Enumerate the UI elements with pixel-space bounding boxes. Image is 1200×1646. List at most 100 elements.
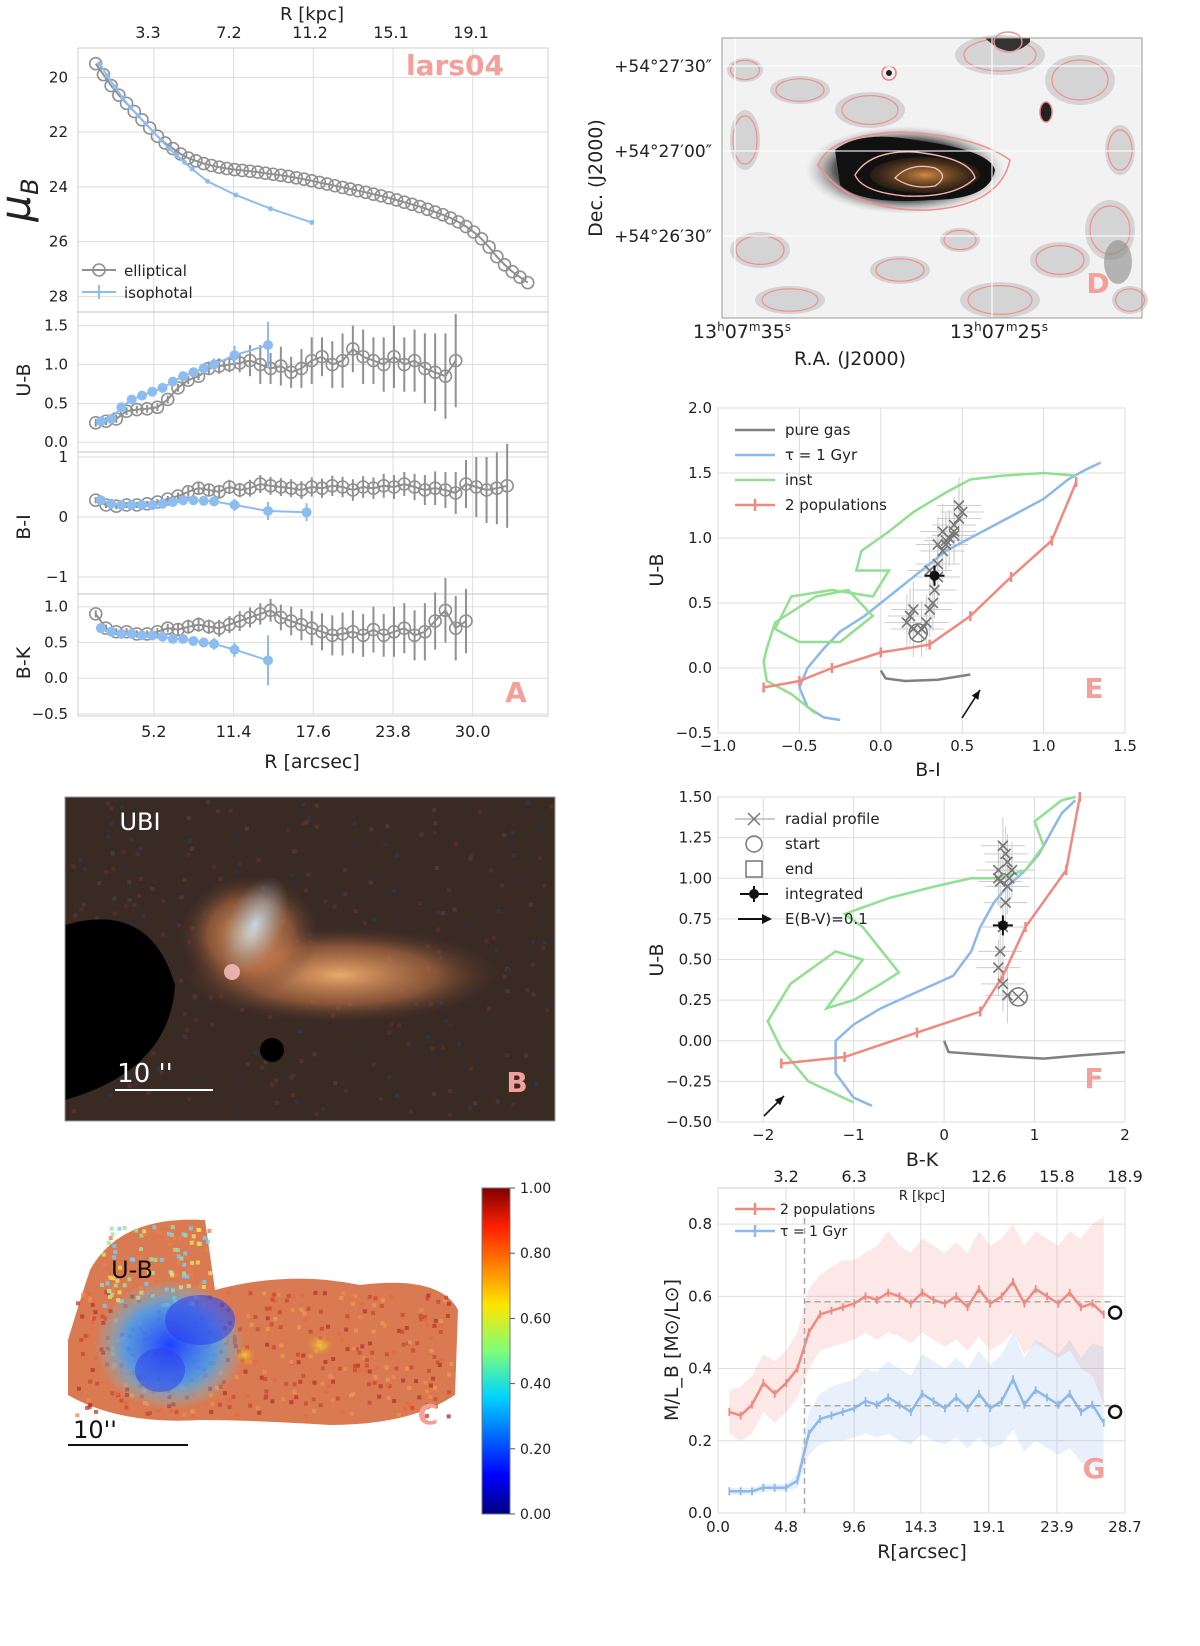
map-pixel xyxy=(112,1255,117,1260)
map-pixel xyxy=(298,1379,303,1384)
map-pixel xyxy=(439,1323,444,1328)
noise-contour xyxy=(1035,245,1085,276)
map-pixel xyxy=(438,1330,443,1334)
radial-profile-point xyxy=(948,519,960,531)
map-pixel xyxy=(257,1410,262,1415)
noise-pixel xyxy=(511,853,516,857)
data-point-elliptical xyxy=(420,202,435,217)
noise-pixel xyxy=(270,1082,275,1087)
map-pixel xyxy=(433,1385,438,1390)
noise-pixel xyxy=(160,932,165,937)
map-pixel xyxy=(182,1262,187,1267)
panel-a-ub-ylabel: U-B xyxy=(13,363,35,396)
map-pixel xyxy=(90,1302,95,1307)
map-pixel xyxy=(243,1369,248,1374)
map-pixel xyxy=(394,1366,399,1371)
map-pixel xyxy=(109,1226,114,1231)
panel-a-bk-ylabel: B-K xyxy=(13,646,35,679)
radial-profile-point xyxy=(904,610,916,622)
noise-pixel xyxy=(210,1022,215,1027)
extinction-arrow-head xyxy=(971,690,980,700)
noise-pixel xyxy=(173,924,178,929)
noise-pixel xyxy=(94,1096,98,1101)
map-pixel xyxy=(391,1375,396,1380)
map-pixel xyxy=(353,1368,357,1373)
map-pixel xyxy=(277,1310,282,1315)
noise-pixel xyxy=(316,863,321,868)
ra-tick-part: 13 xyxy=(950,321,974,343)
noise-pixel xyxy=(545,1008,550,1013)
map-pixel xyxy=(345,1314,350,1319)
noise-contour xyxy=(729,59,760,81)
map-pixel xyxy=(385,1382,390,1387)
data-point-isophotal xyxy=(137,630,147,641)
legend-end-marker xyxy=(745,860,763,878)
noise-pixel xyxy=(323,899,328,904)
data-point-elliptical xyxy=(297,172,311,186)
data-point-elliptical xyxy=(191,617,206,632)
map-pixel xyxy=(375,1366,379,1371)
data-point-elliptical xyxy=(119,96,134,111)
map-pixel xyxy=(227,1404,232,1409)
map-pixel xyxy=(139,1247,144,1252)
noise-pixel xyxy=(341,857,346,862)
map-pixel xyxy=(265,1316,270,1321)
map-pixel xyxy=(396,1412,401,1417)
data-point-isophotal xyxy=(198,363,209,374)
data-point-elliptical xyxy=(366,187,381,202)
radial-profile-point xyxy=(1000,848,1012,860)
data-point-isophotal xyxy=(167,376,178,387)
noise-pixel xyxy=(495,1099,500,1104)
radial-profile-point xyxy=(997,978,1009,990)
map-pixel xyxy=(117,1226,122,1231)
noise-pixel xyxy=(457,1042,462,1047)
map-pixel xyxy=(360,1302,364,1306)
noise-pixel xyxy=(484,939,489,944)
map-pixel xyxy=(205,1239,210,1244)
map-pixel xyxy=(304,1401,308,1406)
data-point-elliptical xyxy=(294,361,309,376)
data-point-elliptical xyxy=(479,483,494,497)
x-tick-label: 11.4 xyxy=(216,722,252,741)
map-pixel xyxy=(75,1413,80,1418)
noise-pixel xyxy=(71,871,76,876)
noise-pixel xyxy=(432,830,437,835)
y-tick-label: 0.0 xyxy=(688,659,712,677)
panel-c-scale-label: 10'' xyxy=(73,1416,117,1444)
noise-pixel xyxy=(447,1089,452,1094)
noise-pixel xyxy=(291,1073,295,1078)
noise-pixel xyxy=(511,1102,516,1107)
noise-blob xyxy=(1045,55,1115,105)
series-line-inst xyxy=(762,471,1077,715)
map-pixel xyxy=(110,1391,115,1396)
noise-pixel xyxy=(295,839,300,844)
radial-profile-point xyxy=(992,962,1004,974)
noise-blob xyxy=(730,232,790,268)
map-pixel xyxy=(360,1344,365,1349)
map-pixel xyxy=(167,1231,171,1236)
noise-pixel xyxy=(97,881,102,886)
panel-e-grid xyxy=(717,407,1126,734)
data-point-isophotal xyxy=(97,61,103,67)
radial-profile-point xyxy=(956,506,968,518)
map-pixel xyxy=(312,1380,317,1385)
noise-pixel xyxy=(150,800,155,805)
map-pixel xyxy=(115,1391,120,1396)
panel-b-frame xyxy=(64,796,556,1122)
map-pixel xyxy=(178,1236,183,1241)
map-pixel xyxy=(425,1323,429,1327)
map-pixel xyxy=(323,1359,328,1364)
panel-a-subplot-separators xyxy=(78,311,548,595)
top-source-contour xyxy=(993,31,1023,53)
panel-b: UBI 10 '' B xyxy=(64,796,556,1122)
map-pixel xyxy=(312,1408,317,1413)
map-pixel xyxy=(94,1355,98,1360)
radial-profile-point xyxy=(994,945,1006,957)
noise-pixel xyxy=(189,847,194,851)
data-point-isophotal xyxy=(263,655,273,666)
noise-pixel xyxy=(371,1062,376,1067)
map-pixel xyxy=(209,1410,214,1414)
data-point-isophotal xyxy=(151,129,157,135)
map-pixel xyxy=(262,1369,267,1374)
